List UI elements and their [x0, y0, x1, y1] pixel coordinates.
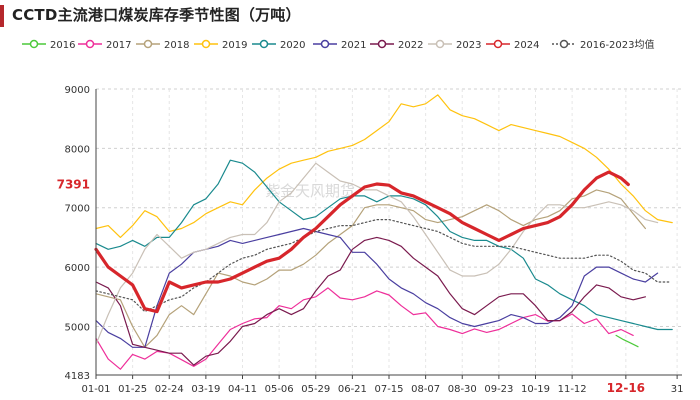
series-line-2022	[95, 236, 646, 366]
series-line-2016-2023均值	[95, 219, 671, 313]
watermark: 紫金天风期货	[265, 182, 355, 200]
y-tick-label: 7000	[65, 204, 90, 215]
legend: 2016 2017 2018 2019 2020 2021 2022 2023 2024 2016…	[22, 38, 655, 51]
series-line-2021	[95, 227, 659, 348]
legend-swatch-marker	[377, 39, 387, 49]
series-line-2023	[95, 162, 659, 345]
legend-item-2022: 2022	[370, 39, 423, 51]
x-tick-label: 03-19	[191, 384, 220, 395]
legend-swatch-marker	[259, 39, 269, 49]
legend-label: 2016-2023均值	[580, 38, 655, 51]
x-tick-label: 09-23	[484, 384, 513, 395]
y-tick-label: 4183	[65, 371, 90, 382]
x-tick-label: 05-29	[301, 384, 330, 395]
legend-label: 2016	[50, 40, 75, 51]
legend-swatch-marker	[435, 39, 445, 49]
legend-label: 2023	[456, 40, 481, 51]
series-line-2019	[95, 94, 673, 238]
x-tick-label: 01-01	[81, 384, 110, 395]
legend-swatch-marker	[29, 39, 39, 49]
legend-label: 2024	[514, 40, 539, 51]
legend-item-2016-2023均值: 2016-2023均值	[552, 38, 655, 51]
series-line-2018	[95, 189, 646, 348]
legend-swatch-marker	[201, 39, 211, 49]
legend-item-2019: 2019	[194, 39, 247, 51]
x-tick-label: 05-06	[265, 384, 294, 395]
y-tick-label: 6000	[65, 263, 90, 274]
legend-label: 2022	[398, 40, 423, 51]
y-tick-label: 9000	[65, 85, 90, 96]
x-tick-label: 08-30	[448, 384, 477, 395]
x-tick-label: 10-19	[521, 384, 550, 395]
legend-label: 2019	[222, 40, 247, 51]
legend-swatch-marker	[493, 39, 503, 49]
x-tick-label: 31	[671, 384, 684, 395]
legend-item-2021: 2021	[313, 39, 366, 51]
x-tick-label: 11-12	[558, 384, 587, 395]
grid	[95, 88, 682, 375]
legend-item-2018: 2018	[136, 39, 189, 51]
legend-swatch-marker	[143, 39, 153, 49]
x-tick-label: 04-11	[228, 384, 257, 395]
legend-swatch-marker	[559, 39, 569, 49]
y-tick-label: 8000	[65, 144, 90, 155]
series-line-2016	[615, 334, 639, 348]
title-bar: CCTD主流港口煤炭库存季节性图（万吨）	[0, 0, 700, 34]
legend-swatch-marker	[320, 39, 330, 49]
x-tick-label: 08-07	[411, 384, 440, 395]
callout: 7391	[57, 178, 90, 192]
axes: 4183 5000 6000 7000 8000 9000 01-01 01-25 02-24 0…	[65, 85, 684, 395]
series-layer	[94, 94, 673, 370]
legend-swatch-marker	[85, 39, 95, 49]
chart-title: CCTD主流港口煤炭库存季节性图（万吨）	[12, 6, 301, 24]
legend-label: 2018	[164, 40, 189, 51]
x-tick-label-highlight: 12-16	[607, 381, 645, 395]
legend-label: 2021	[341, 40, 366, 51]
title-accent	[0, 5, 4, 27]
series-line-2017	[95, 287, 634, 370]
legend-item-2016: 2016	[22, 39, 75, 51]
y-tick-label: 5000	[65, 322, 90, 333]
legend-item-2017: 2017	[78, 39, 131, 51]
x-tick-label: 02-24	[155, 384, 184, 395]
x-tick-label: 07-15	[374, 384, 403, 395]
series-line-2024	[94, 170, 630, 314]
callout-value-label: 7391	[57, 178, 90, 192]
legend-item-2024: 2024	[486, 39, 539, 51]
x-tick-label: 01-25	[118, 384, 147, 395]
legend-label: 2017	[106, 40, 131, 51]
legend-item-2020: 2020	[252, 39, 305, 51]
x-tick-label: 06-21	[338, 384, 367, 395]
legend-label: 2020	[280, 40, 305, 51]
legend-item-2023: 2023	[428, 39, 481, 51]
